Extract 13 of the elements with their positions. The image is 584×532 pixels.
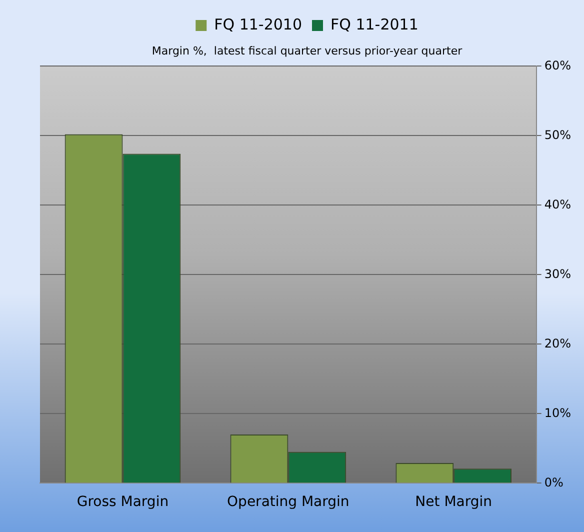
y-tick-label: 0% [544, 475, 564, 490]
y-tick-label: 20% [544, 336, 571, 350]
y-tick-label: 10% [544, 406, 571, 420]
x-tick-label: Gross Margin [76, 494, 169, 510]
y-tick-label: 50% [544, 128, 571, 142]
legend-label: FQ 11-2010 [214, 15, 302, 34]
y-tick-label: 40% [544, 197, 571, 212]
chart-title: Margin %, latest fiscal quarter versus prior-year quarter [152, 44, 463, 58]
x-tick-label: Net Margin [415, 494, 492, 510]
x-tick-label: Operating Margin [227, 494, 350, 510]
y-tick-label: 30% [544, 266, 571, 281]
legend-label: FQ 11-2011 [330, 15, 418, 34]
y-tick-label: 60% [544, 58, 571, 72]
